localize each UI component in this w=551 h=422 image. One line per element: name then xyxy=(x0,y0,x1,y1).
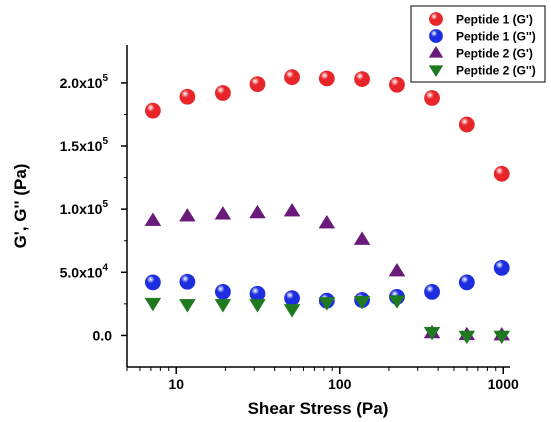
data-point xyxy=(144,297,162,312)
data-point xyxy=(389,76,405,93)
data-point xyxy=(284,290,300,307)
legend-label-1: Peptide 1 (G'') xyxy=(456,30,536,44)
data-point xyxy=(388,295,406,309)
y-tick-label-3: 1.5x105 xyxy=(60,136,109,154)
data-point xyxy=(249,299,266,313)
data-point xyxy=(144,274,161,291)
x-tick-label-2: 1000 xyxy=(488,376,519,392)
data-point xyxy=(388,262,406,277)
x-tick-label-1: 100 xyxy=(328,376,352,392)
data-point xyxy=(179,273,196,290)
data-point xyxy=(144,102,161,119)
legend-label-3: Peptide 2 (G'') xyxy=(456,64,536,78)
y-tick-label-2: 1.0x105 xyxy=(60,199,109,217)
data-point xyxy=(249,285,266,302)
data-point xyxy=(283,202,301,217)
legend-marker-1 xyxy=(429,29,443,43)
y-axis-ticks: 0.0 5.0x104 1.0x105 1.5x105 2.0x105 xyxy=(60,73,127,343)
plot-area xyxy=(126,45,510,368)
data-point xyxy=(458,116,475,133)
data-point xyxy=(354,71,370,87)
data-point xyxy=(353,231,371,245)
data-point xyxy=(353,295,371,310)
data-point xyxy=(179,299,196,313)
data-point xyxy=(214,206,232,220)
data-point xyxy=(215,283,231,300)
x-tick-label-0: 10 xyxy=(168,376,184,392)
data-point xyxy=(249,76,266,93)
data-point xyxy=(458,274,475,291)
data-point xyxy=(493,165,510,182)
legend-label-2: Peptide 2 (G') xyxy=(456,47,533,61)
legend-label-0: Peptide 1 (G') xyxy=(456,13,533,27)
data-point xyxy=(283,304,301,318)
y-tick-label-1: 5.0x104 xyxy=(60,262,109,280)
y-tick-label-0: 0.0 xyxy=(93,327,113,343)
data-point xyxy=(424,283,440,300)
data-point xyxy=(458,330,476,345)
legend-items: Peptide 1 (G') Peptide 1 (G'') Peptide 2 (… xyxy=(428,12,536,78)
data-point xyxy=(179,88,196,105)
data-point xyxy=(249,204,266,219)
x-axis-label: Shear Stress (Pa) xyxy=(248,399,389,418)
series-3 xyxy=(144,295,511,345)
data-point xyxy=(144,212,162,226)
data-point xyxy=(318,70,335,87)
data-point xyxy=(179,207,196,222)
y-axis-label: G', G'' (Pa) xyxy=(11,164,30,249)
data-markers xyxy=(144,69,511,345)
data-point xyxy=(215,85,231,101)
y-tick-label-4: 2.0x105 xyxy=(60,73,109,91)
data-point xyxy=(423,326,441,341)
data-point xyxy=(424,90,440,106)
data-point xyxy=(493,259,510,276)
data-point xyxy=(214,299,232,313)
series-2 xyxy=(144,202,511,341)
data-point xyxy=(318,214,336,229)
data-point xyxy=(318,297,336,311)
data-point xyxy=(284,69,300,86)
legend: Peptide 1 (G') Peptide 1 (G'') Peptide 2 (… xyxy=(410,5,546,83)
legend-marker-3 xyxy=(428,65,444,78)
legend-marker-0 xyxy=(429,12,443,26)
x-axis-ticks: 10 100 1000 xyxy=(126,367,519,392)
legend-marker-2 xyxy=(428,45,444,58)
series-0 xyxy=(144,69,510,182)
data-point xyxy=(493,330,511,345)
